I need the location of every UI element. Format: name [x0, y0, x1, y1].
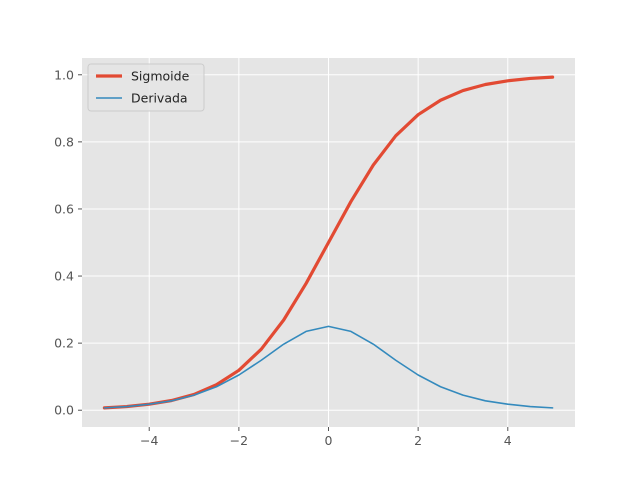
legend: Sigmoide Derivada — [87, 63, 205, 112]
y-tick-label: 0.4 — [54, 269, 74, 284]
x-axis: −4 −2 0 2 4 — [140, 427, 512, 448]
x-tick-label: −2 — [230, 433, 248, 448]
y-tick-label: 0.6 — [54, 201, 74, 216]
legend-label: Derivada — [131, 91, 188, 106]
y-tick-label: 1.0 — [54, 67, 74, 82]
y-tick-label: 0.0 — [54, 403, 74, 418]
x-tick-label: 0 — [325, 433, 333, 448]
x-tick-label: −4 — [140, 433, 158, 448]
y-axis: 0.0 0.2 0.4 0.6 0.8 1.0 — [54, 67, 82, 418]
legend-label: Sigmoide — [131, 69, 190, 84]
y-tick-label: 0.2 — [54, 336, 74, 351]
y-tick-label: 0.8 — [54, 134, 74, 149]
series-lines — [102, 75, 555, 410]
x-tick-label: 2 — [414, 433, 422, 448]
x-tick-label: 4 — [504, 433, 512, 448]
series-line-derivada — [103, 325, 554, 409]
